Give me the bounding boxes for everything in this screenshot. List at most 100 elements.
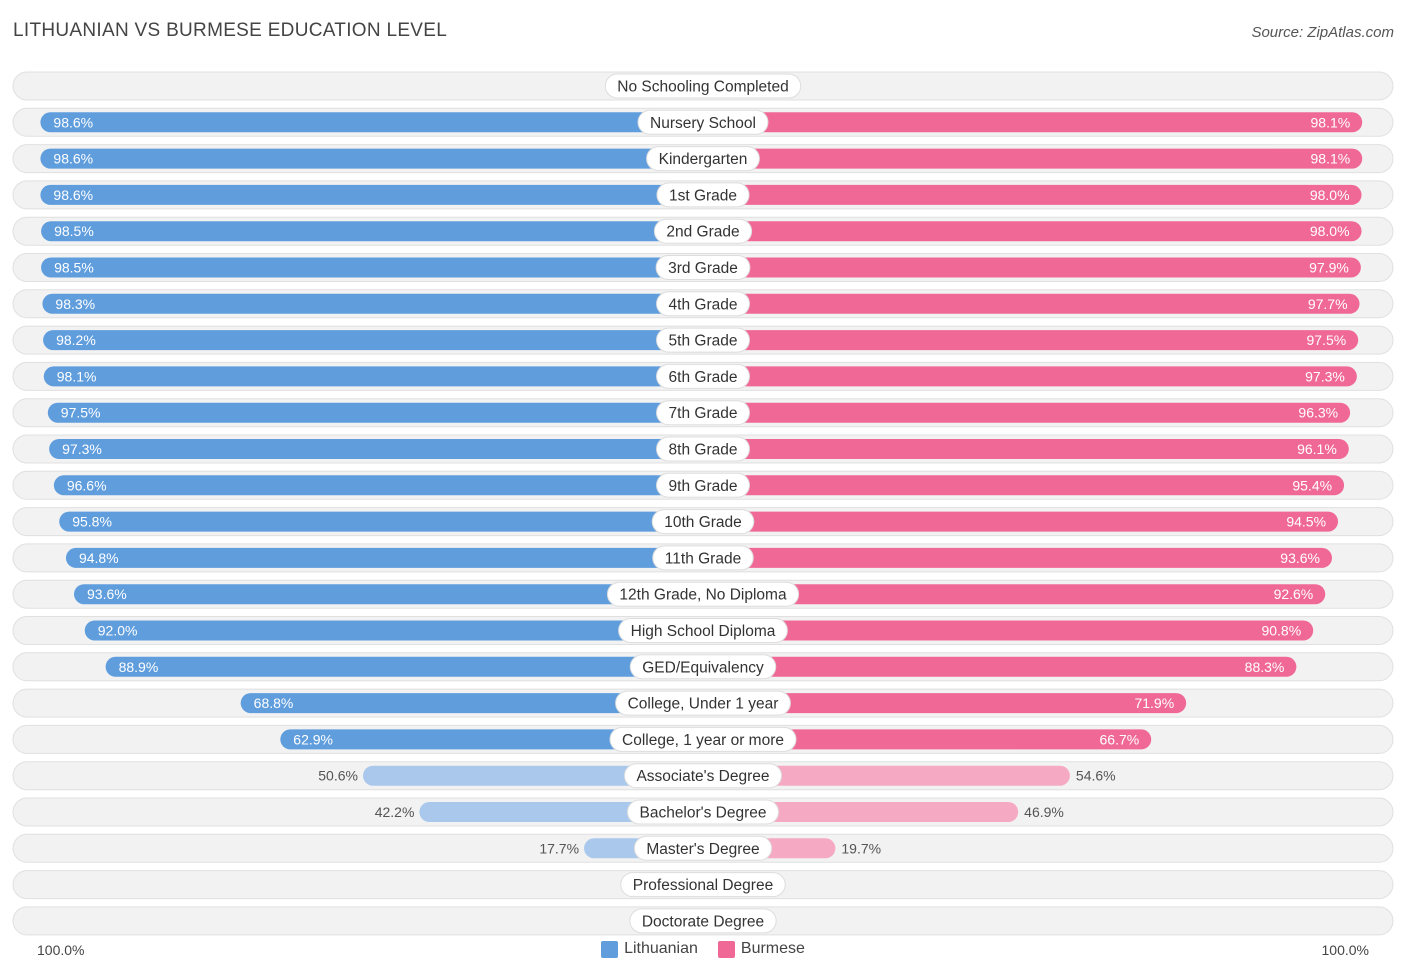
category-label: 12th Grade, No Diploma bbox=[619, 587, 787, 604]
category-pill bbox=[656, 327, 750, 353]
bar-burmese bbox=[703, 257, 1361, 278]
category-pill bbox=[656, 291, 750, 317]
category-label: Master's Degree bbox=[646, 841, 759, 858]
category-pill bbox=[655, 255, 751, 280]
value-label-lithuanian: 98.6% bbox=[53, 151, 93, 167]
category-pill bbox=[656, 472, 750, 498]
category-pill bbox=[620, 872, 786, 898]
category-pill bbox=[609, 726, 797, 752]
bar-lithuanian bbox=[43, 366, 703, 387]
row-8th-grade: 97.3% 96.1% 8th Grade bbox=[12, 434, 1394, 464]
bar-burmese bbox=[703, 693, 1187, 714]
bar-burmese bbox=[703, 802, 1019, 822]
value-label-burmese: 96.1% bbox=[1297, 441, 1337, 457]
value-label-burmese: 98.1% bbox=[1311, 151, 1351, 167]
row-doctorate-degree: 2.3%2.6%Doctorate Degree bbox=[12, 906, 1394, 936]
bar-lithuanian bbox=[84, 620, 703, 641]
bar-burmese bbox=[703, 729, 1152, 750]
value-label-lithuanian: 96.6% bbox=[67, 477, 107, 493]
bar-lithuanian bbox=[41, 221, 703, 242]
row-high-school-diploma: 92.0% 90.8% High School Diploma bbox=[12, 616, 1394, 645]
value-label-lithuanian: 98.6% bbox=[53, 114, 93, 130]
legend-item-lithuanian[interactable]: Lithuanian bbox=[601, 940, 698, 958]
value-label-burmese: 98.0% bbox=[1310, 223, 1350, 239]
bar-lithuanian bbox=[280, 729, 703, 750]
category-label: Associate's Degree bbox=[636, 768, 769, 785]
category-label: GED/Equivalency bbox=[642, 659, 764, 676]
category-label: 10th Grade bbox=[664, 514, 742, 531]
category-label: High School Diploma bbox=[631, 623, 776, 640]
bar-lithuanian bbox=[59, 511, 703, 532]
bar-burmese bbox=[703, 330, 1359, 351]
chart-title: LITHUANIAN VS BURMESE EDUCATION LEVEL bbox=[13, 20, 448, 41]
row-professional-degree: 5.4%6.1%Professional Degree bbox=[12, 870, 1394, 900]
category-label: Doctorate Degree bbox=[642, 913, 764, 930]
bar-burmese bbox=[703, 112, 1363, 133]
category-pill bbox=[629, 908, 777, 934]
row-master-s-degree: 17.7% 19.7% Master's Degree bbox=[12, 833, 1394, 863]
axis-left-label: 100.0% bbox=[37, 942, 85, 958]
value-label-burmese: 95.4% bbox=[1292, 477, 1332, 493]
category-label: College, Under 1 year bbox=[628, 696, 779, 713]
value-label-burmese: 98.0% bbox=[1310, 187, 1350, 203]
legend-label-lithuanian: Lithuanian bbox=[624, 940, 698, 957]
value-label-lithuanian: 97.3% bbox=[62, 441, 102, 457]
bar-lithuanian bbox=[42, 293, 703, 314]
value-label-burmese: 94.5% bbox=[1286, 514, 1326, 530]
category-label: 7th Grade bbox=[669, 405, 738, 422]
legend-label-burmese: Burmese bbox=[740, 940, 805, 957]
category-pill bbox=[604, 73, 802, 99]
bar-burmese bbox=[703, 656, 1297, 677]
category-label: 5th Grade bbox=[669, 333, 738, 350]
value-label-lithuanian: 97.5% bbox=[61, 405, 101, 421]
value-label-lithuanian: 94.8% bbox=[79, 550, 119, 566]
category-label: 3rd Grade bbox=[668, 260, 738, 277]
row-7th-grade: 97.5% 96.3% 7th Grade bbox=[12, 398, 1394, 428]
category-label: Bachelor's Degree bbox=[639, 805, 766, 822]
value-label-burmese: 97.3% bbox=[1305, 368, 1345, 384]
category-pill bbox=[656, 436, 750, 462]
bar-lithuanian bbox=[40, 184, 703, 205]
row-2nd-grade: 98.5% 98.0% 2nd Grade bbox=[12, 216, 1394, 246]
category-pill bbox=[618, 618, 788, 643]
bar-burmese bbox=[703, 584, 1326, 605]
category-pill bbox=[651, 509, 755, 535]
bar-lithuanian bbox=[105, 656, 704, 677]
bar-burmese bbox=[703, 475, 1345, 496]
row-4th-grade: 98.3% 97.7% 4th Grade bbox=[12, 289, 1394, 319]
legend-swatch-burmese bbox=[717, 940, 735, 958]
value-label-lithuanian: 98.2% bbox=[56, 332, 96, 348]
bar-lithuanian bbox=[65, 547, 704, 568]
axis-right-label: 100.0% bbox=[1321, 942, 1369, 958]
bar-lithuanian bbox=[40, 148, 703, 169]
category-label: College, 1 year or more bbox=[622, 732, 784, 749]
bar-burmese bbox=[703, 439, 1349, 459]
row-nursery-school: 98.6% 98.1% Nursery School bbox=[12, 107, 1394, 137]
category-pill bbox=[615, 690, 791, 716]
category-label: Kindergarten bbox=[659, 151, 748, 168]
value-label-burmese: 19.7% bbox=[841, 840, 881, 856]
value-label-lithuanian: 98.6% bbox=[53, 187, 93, 203]
row-1st-grade: 98.6% 98.0% 1st Grade bbox=[12, 180, 1394, 210]
bar-burmese bbox=[703, 402, 1351, 423]
value-label-lithuanian: 42.2% bbox=[375, 804, 415, 820]
value-label-lithuanian: 68.8% bbox=[254, 695, 294, 711]
bar-lithuanian bbox=[40, 112, 703, 133]
category-pill bbox=[637, 109, 769, 135]
row-bachelor-s-degree: 42.2% 46.9% Bachelor's Degree bbox=[12, 797, 1394, 827]
bar-lithuanian bbox=[74, 584, 704, 605]
value-label-burmese: 66.7% bbox=[1100, 731, 1140, 747]
bar-burmese bbox=[703, 765, 1070, 786]
row-6th-grade: 98.1% 97.3% 6th Grade bbox=[12, 361, 1394, 391]
value-label-lithuanian: 88.9% bbox=[119, 659, 159, 675]
value-label-burmese: 92.6% bbox=[1274, 586, 1314, 602]
value-label-lithuanian: 98.5% bbox=[54, 260, 94, 276]
bar-burmese bbox=[703, 293, 1360, 314]
bar-lithuanian bbox=[47, 402, 704, 423]
category-label: Professional Degree bbox=[633, 877, 773, 894]
value-label-lithuanian: 17.7% bbox=[539, 840, 579, 856]
source-label: Source: ZipAtlas.com bbox=[1251, 24, 1394, 41]
legend-item-burmese[interactable]: Burmese bbox=[717, 940, 805, 958]
bar-lithuanian bbox=[240, 693, 703, 714]
